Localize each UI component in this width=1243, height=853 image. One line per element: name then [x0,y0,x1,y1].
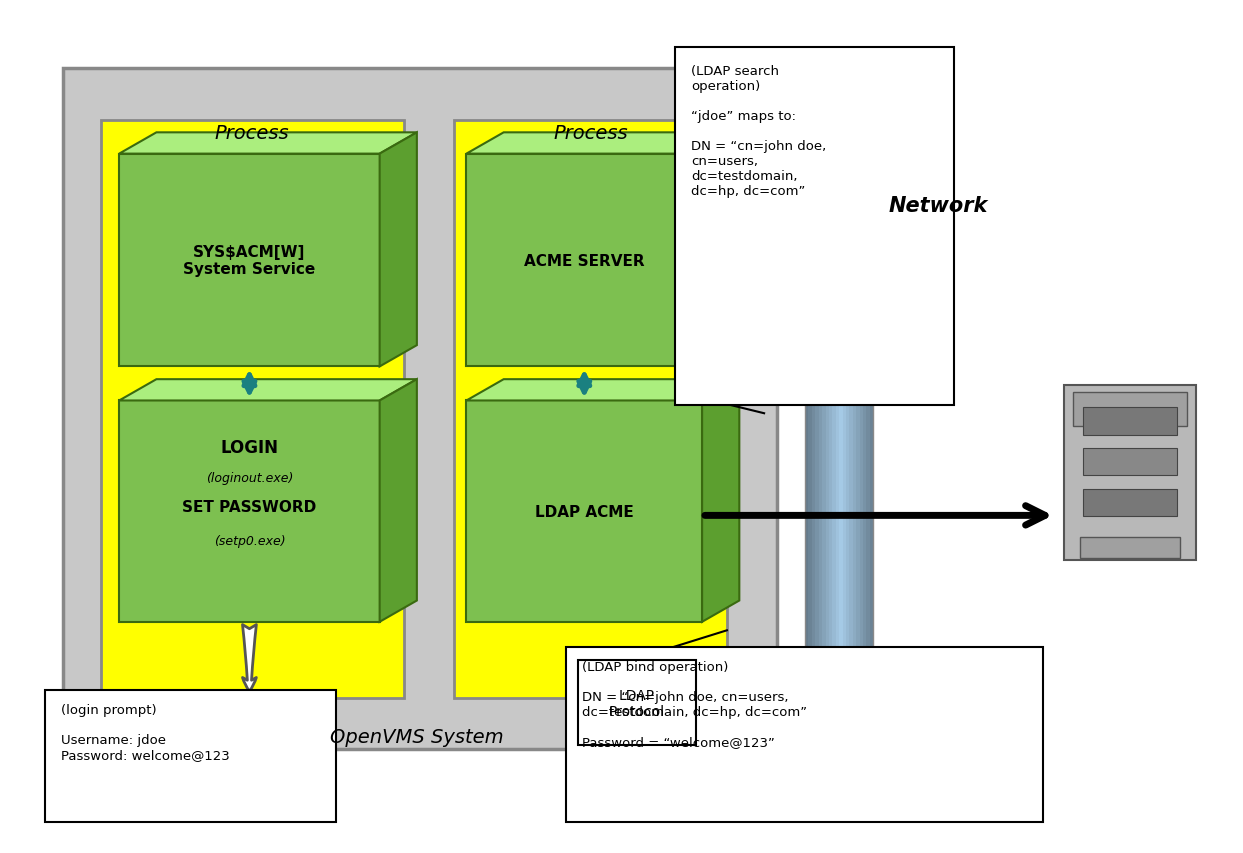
Polygon shape [119,133,416,154]
Text: Process: Process [553,124,628,142]
Bar [805,56,874,801]
Bar [860,56,863,801]
Text: Network: Network [889,195,987,216]
Text: OpenVMS System: OpenVMS System [331,728,503,746]
Bar [812,56,815,801]
Polygon shape [702,133,740,367]
FancyBboxPatch shape [1083,449,1177,476]
Text: Process: Process [215,124,290,142]
Bar [870,56,874,801]
Polygon shape [466,154,702,367]
Bar [825,56,829,801]
Polygon shape [466,133,740,154]
Polygon shape [466,380,740,401]
Bar [863,56,866,801]
Text: LOGIN: LOGIN [220,438,278,456]
Polygon shape [379,380,416,622]
FancyBboxPatch shape [63,69,777,750]
Polygon shape [702,380,740,622]
FancyBboxPatch shape [566,647,1043,821]
Polygon shape [379,133,416,367]
Polygon shape [466,401,702,622]
Text: LDAP
Protocol: LDAP Protocol [609,688,665,718]
FancyBboxPatch shape [101,120,404,699]
Text: (loginout.exe): (loginout.exe) [206,471,293,484]
Bar [849,56,853,801]
Bar [846,56,849,801]
FancyBboxPatch shape [1064,386,1196,560]
Bar [829,56,833,801]
Bar [822,56,825,801]
Bar [866,56,870,801]
Text: (login prompt)

Username: jdoe
Password: welcome@123: (login prompt) Username: jdoe Password: … [61,703,230,761]
Bar [839,56,843,801]
Text: (setp0.exe): (setp0.exe) [214,535,285,548]
Bar [815,56,819,801]
FancyBboxPatch shape [1083,408,1177,435]
Bar [856,56,860,801]
Text: SET PASSWORD: SET PASSWORD [183,500,317,514]
Text: LDAP ACME: LDAP ACME [534,504,634,519]
Bar [853,56,856,801]
FancyBboxPatch shape [1083,490,1177,517]
Bar [833,56,835,801]
Text: (LDAP search
operation)

“jdoe” maps to:

DN = “cn=john doe,
cn=users,
dc=testdo: (LDAP search operation) “jdoe” maps to: … [691,65,827,198]
Bar [843,56,846,801]
FancyBboxPatch shape [454,120,727,699]
FancyBboxPatch shape [675,48,953,405]
Text: SYS$ACM[W]
System Service: SYS$ACM[W] System Service [183,245,316,277]
Bar [819,56,822,801]
Text: (LDAP bind operation)

DN = “cn=john doe, cn=users,
dc=testdomain, dc=hp, dc=com: (LDAP bind operation) DN = “cn=john doe,… [582,660,807,748]
Polygon shape [119,154,379,367]
Bar [835,56,839,801]
Polygon shape [119,380,416,401]
Bar [805,56,808,801]
FancyBboxPatch shape [578,660,696,746]
Text: ACME SERVER: ACME SERVER [525,253,645,268]
Bar [808,56,812,801]
Polygon shape [119,401,379,622]
FancyBboxPatch shape [1073,392,1187,426]
FancyBboxPatch shape [1080,537,1180,558]
FancyBboxPatch shape [45,690,337,821]
